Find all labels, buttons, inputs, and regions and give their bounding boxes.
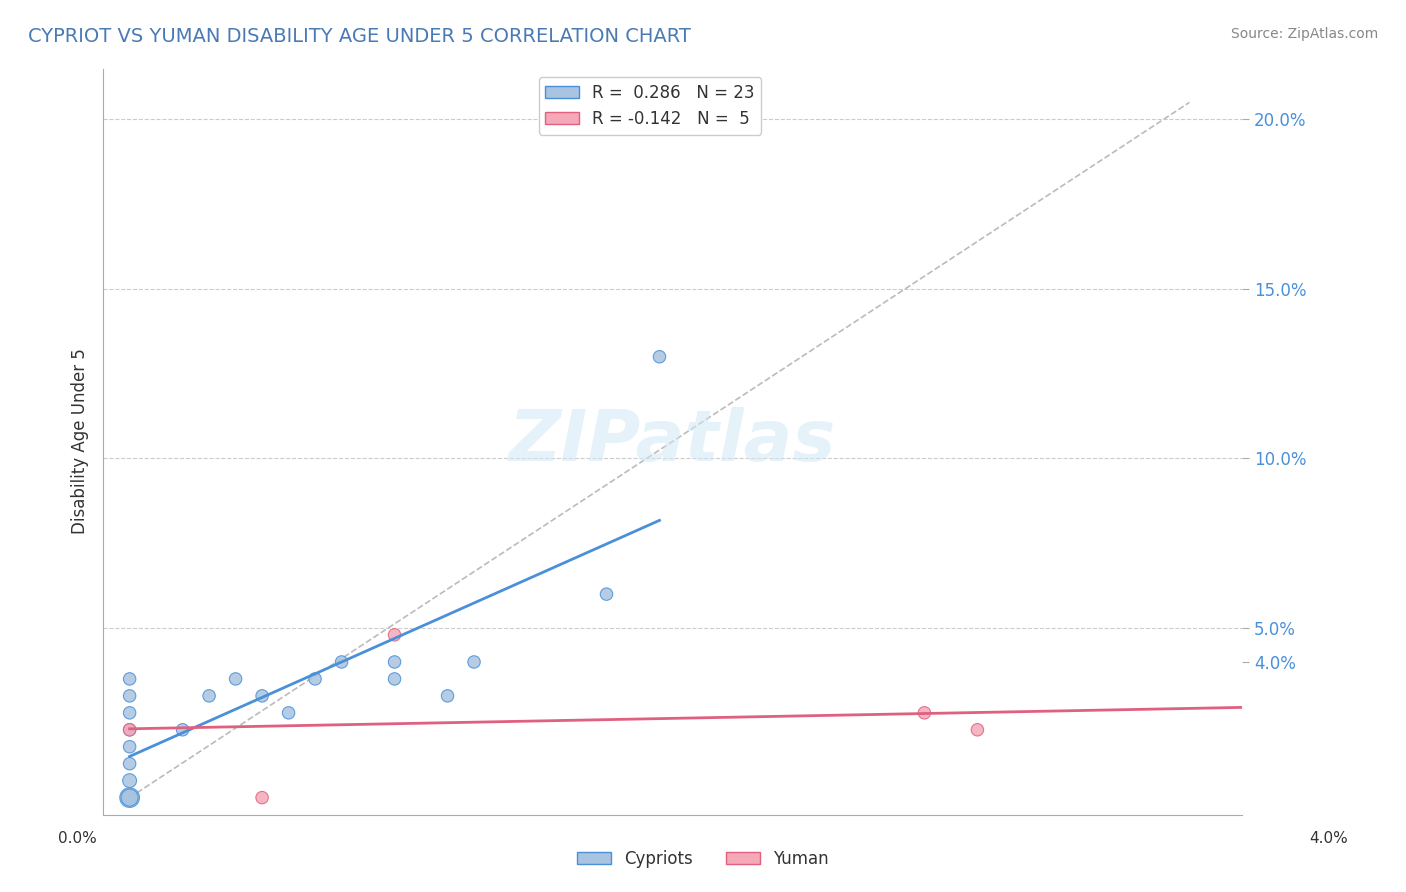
Point [198, 689, 221, 703]
Point [648, 350, 671, 364]
Point [118, 739, 141, 754]
Point [118, 790, 141, 805]
Point [118, 756, 141, 771]
Text: 4.0%: 4.0% [1309, 831, 1348, 846]
Point [912, 706, 935, 720]
Point [250, 689, 273, 703]
Point [250, 790, 273, 805]
Point [436, 689, 458, 703]
Point [118, 773, 141, 788]
Point [118, 790, 141, 805]
Text: Source: ZipAtlas.com: Source: ZipAtlas.com [1230, 27, 1378, 41]
Point [118, 672, 141, 686]
Text: ZIPatlas: ZIPatlas [509, 407, 837, 476]
Point [118, 689, 141, 703]
Point [118, 790, 141, 805]
Point [463, 655, 485, 669]
Point [966, 723, 988, 737]
Point [304, 672, 326, 686]
Point [595, 587, 617, 601]
Y-axis label: Disability Age Under 5: Disability Age Under 5 [72, 349, 89, 534]
Point [277, 706, 299, 720]
Point [225, 672, 247, 686]
Legend: Cypriots, Yuman: Cypriots, Yuman [571, 844, 835, 875]
Point [384, 655, 406, 669]
Text: CYPRIOT VS YUMAN DISABILITY AGE UNDER 5 CORRELATION CHART: CYPRIOT VS YUMAN DISABILITY AGE UNDER 5 … [28, 27, 690, 45]
Point [118, 706, 141, 720]
Point [118, 723, 141, 737]
Point [118, 723, 141, 737]
Text: 0.0%: 0.0% [58, 831, 97, 846]
Point [384, 628, 406, 642]
Point [384, 672, 406, 686]
Legend: R =  0.286   N = 23, R = -0.142   N =  5: R = 0.286 N = 23, R = -0.142 N = 5 [538, 77, 761, 135]
Point [330, 655, 353, 669]
Point [172, 723, 194, 737]
